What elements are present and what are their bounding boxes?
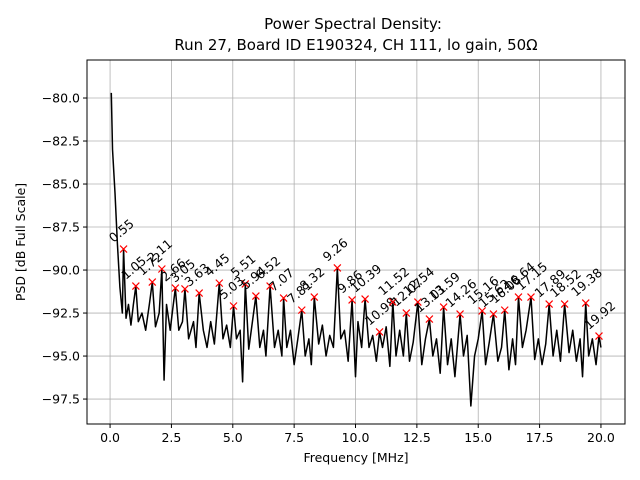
peak-marker [489, 310, 498, 319]
y-axis-label: PSD [dB Full Scale] [13, 183, 28, 301]
y-tick-label: −87.5 [42, 220, 80, 235]
peak-marker [581, 299, 590, 307]
peak-marker [527, 293, 535, 301]
plot-frame [86, 59, 626, 425]
peak-marker [171, 284, 180, 293]
peak-marker [439, 303, 448, 311]
peak-marker [514, 293, 523, 301]
y-tick-label: −82.5 [42, 134, 80, 149]
peak-marker [157, 265, 166, 273]
y-tick-label: −80.0 [42, 91, 80, 106]
x-tick-label: 12.5 [403, 430, 431, 445]
peak-marker [215, 279, 224, 288]
peak-marker [310, 293, 319, 301]
y-tick-label: −97.5 [42, 392, 80, 407]
x-tick-label: 7.5 [284, 430, 304, 445]
peak-marker [478, 307, 487, 315]
x-axis-label: Frequency [MHz] [303, 450, 408, 465]
peak-marker [229, 302, 238, 310]
peak-marker [500, 306, 509, 315]
x-tick-label: 2.5 [161, 430, 181, 445]
peak-marker [388, 298, 397, 306]
peak-label: 9.26 [320, 235, 351, 264]
peak-marker [333, 264, 342, 272]
y-tick-label: −95.0 [42, 349, 80, 364]
y-tick-label: −85.0 [42, 177, 80, 192]
peak-marker [279, 294, 288, 303]
peak-marker [195, 289, 204, 298]
y-tick-label: −90.0 [42, 263, 80, 278]
peak-marker [375, 328, 384, 336]
peak-marker [148, 278, 157, 287]
peak-marker [241, 280, 250, 288]
x-tick-label: 17.5 [526, 430, 554, 445]
x-tick-label: 5.0 [223, 430, 243, 445]
peak-marker [560, 300, 569, 309]
chart-title: Power Spectral Density: [264, 15, 442, 33]
peak-marker [266, 282, 275, 290]
peak-marker [181, 285, 189, 293]
peak-marker [413, 298, 422, 306]
chart-subtitle: Run 27, Board ID E190324, CH 111, lo gai… [174, 36, 537, 54]
peak-label: 4.45 [202, 250, 233, 279]
peak-label: 19.92 [581, 298, 618, 333]
peak-marker [119, 245, 128, 253]
peak-marker [595, 332, 603, 341]
x-tick-label: 10.0 [342, 430, 370, 445]
peak-marker [251, 292, 260, 300]
peak-marker [425, 315, 434, 323]
psd-line [110, 92, 602, 407]
peak-marker [456, 310, 464, 319]
peak-marker [348, 296, 356, 304]
peak-marker [361, 295, 370, 304]
peak-marker [297, 306, 306, 315]
peak-marker [545, 300, 554, 309]
x-tick-label: 20.0 [587, 430, 615, 445]
x-tick-label: 15.0 [464, 430, 492, 445]
peak-marker [402, 309, 411, 317]
x-tick-label: 0.0 [100, 430, 120, 445]
y-tick-label: −92.5 [42, 306, 80, 321]
peak-label: 0.55 [106, 216, 137, 245]
peak-marker [131, 282, 140, 290]
